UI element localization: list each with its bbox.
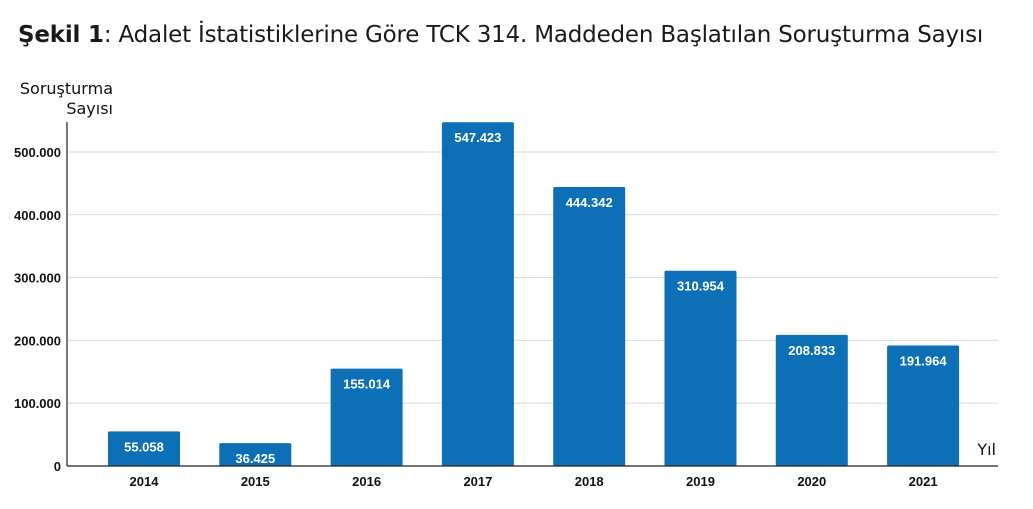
- bar-2021: [887, 345, 960, 466]
- bars: [108, 122, 960, 466]
- y-axis-label-line-1: Soruşturma: [20, 79, 113, 98]
- x-tick-label: 2018: [575, 474, 604, 489]
- x-tick-label: 2017: [463, 474, 492, 489]
- x-tick-label: 2016: [352, 474, 381, 489]
- y-tick-label: 100.000: [14, 396, 61, 411]
- data-label-2014: 55.058: [124, 439, 164, 454]
- data-label-2016: 155.014: [343, 377, 391, 392]
- axes: [66, 122, 998, 467]
- y-axis-label-line-2: Sayısı: [66, 99, 113, 118]
- title-separator: :: [103, 22, 112, 48]
- bar-2017: [441, 122, 514, 466]
- bar-2016: [330, 368, 403, 466]
- gridlines: [67, 151, 998, 404]
- bar-2014: [108, 431, 180, 466]
- data-label-2018: 444.342: [566, 195, 613, 210]
- chart-title: Şekil 1: Adalet İstatistiklerine Göre TC…: [18, 22, 983, 48]
- bar-2020: [775, 334, 848, 466]
- data-label-2020: 208.833: [788, 343, 835, 358]
- y-tick-label: 0: [54, 459, 61, 474]
- x-tick-label: 2020: [797, 474, 826, 489]
- y-tick-label: 200.000: [14, 333, 61, 348]
- x-tick-label: 2021: [909, 474, 938, 489]
- y-tick-label: 400.000: [14, 208, 61, 223]
- bar-2019: [664, 270, 737, 466]
- y-tick-label: 500.000: [14, 145, 61, 160]
- y-tick-label: 300.000: [14, 271, 61, 286]
- bar-2015: [219, 443, 292, 466]
- x-tick-label: 2019: [686, 474, 715, 489]
- figure-number: Şekil 1: [18, 22, 104, 48]
- data-label-2015: 36.425: [235, 451, 275, 466]
- data-labels: 55.058 36.425 155.014 547.423 444.342 310.954…: [124, 130, 947, 466]
- title-text: Adalet İstatistiklerine Göre TCK 314. Ma…: [118, 22, 984, 48]
- data-label-2021: 191.964: [900, 353, 948, 368]
- x-tick-labels: 2014 2015 2016 2017 2018 2019 2020 2021: [130, 474, 938, 489]
- bar-2018: [553, 186, 626, 466]
- x-axis-label: Yıl: [976, 440, 996, 459]
- data-label-2017: 547.423: [454, 130, 501, 145]
- data-label-2019: 310.954: [677, 279, 725, 294]
- x-tick-label: 2014: [130, 474, 160, 489]
- y-tick-labels: 0 100.000 200.000 300.000 400.000 500.000: [14, 145, 61, 474]
- x-tick-label: 2015: [241, 474, 270, 489]
